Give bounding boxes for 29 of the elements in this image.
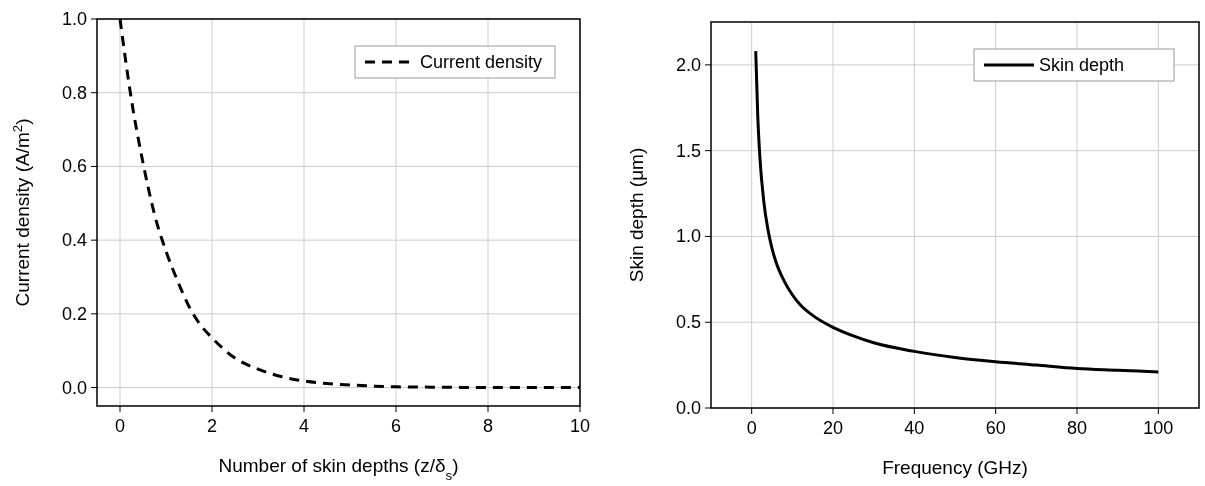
y-tick-label: 1.5 <box>675 140 701 161</box>
y-tick-label: 1.0 <box>61 9 87 29</box>
x-tick-label: 100 <box>1143 418 1174 438</box>
legend-label: Skin depth <box>1039 55 1125 75</box>
y-tick-label: 0.8 <box>61 82 87 103</box>
legend-label: Current density <box>420 52 543 72</box>
y-axis-title: Skin depth (μm) <box>626 147 647 283</box>
y-tick-label: 0.0 <box>675 398 701 418</box>
y-tick-label: 0.0 <box>61 377 87 398</box>
x-tick-label: 2 <box>206 416 218 436</box>
y-tick-label: 2.0 <box>675 54 701 75</box>
x-tick-label: 6 <box>390 416 402 436</box>
x-tick-label: 40 <box>904 418 925 438</box>
x-tick-label: 60 <box>985 418 1006 438</box>
y-tick-label: 0.2 <box>61 303 87 324</box>
x-tick-label: 80 <box>1066 418 1088 438</box>
x-tick-label: 0 <box>114 416 126 436</box>
x-axis-title: Frequency (GHz) <box>882 457 1028 478</box>
y-tick-label: 1.0 <box>675 226 701 247</box>
y-tick-label: 0.6 <box>61 156 87 177</box>
x-tick-label: 0 <box>746 418 757 438</box>
x-tick-label: 8 <box>482 416 494 436</box>
y-tick-label: 0.4 <box>61 230 87 251</box>
x-axis-title: Number of skin depths (z/δ$_{s}$) <box>218 455 459 483</box>
y-tick-label: 0.5 <box>675 312 701 333</box>
x-tick-label: 20 <box>822 418 844 438</box>
x-tick-label: 10 <box>569 416 591 436</box>
line-series <box>754 49 1160 374</box>
x-tick-label: 4 <box>298 416 310 436</box>
